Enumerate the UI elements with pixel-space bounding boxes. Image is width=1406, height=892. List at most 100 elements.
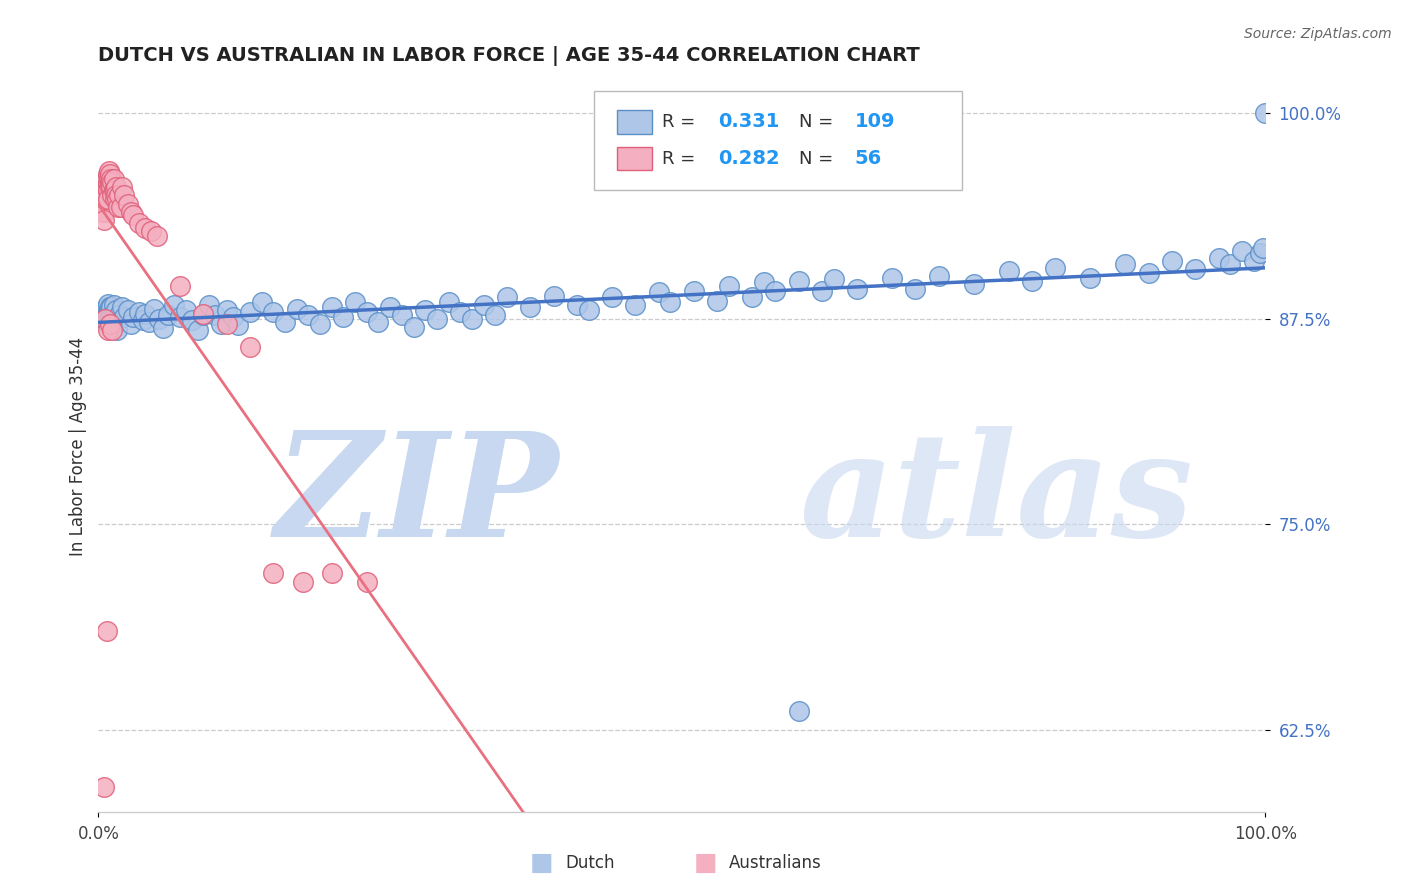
Point [239, 340, 262, 354]
Text: Australians: Australians [728, 854, 821, 871]
Point [117, 303, 139, 318]
Point [297, 309, 319, 323]
Point [193, 307, 215, 321]
Point [215, 317, 238, 331]
Point [1184, 262, 1206, 277]
Point [565, 298, 588, 312]
Point [146, 229, 169, 244]
Point [787, 274, 810, 288]
Point [93, 188, 115, 202]
Point [98, 167, 121, 181]
Text: 0.331: 0.331 [718, 112, 779, 131]
Point [647, 285, 669, 300]
Point [103, 172, 125, 186]
Point [823, 272, 845, 286]
Point [132, 313, 155, 327]
Point [215, 303, 238, 318]
Point [100, 172, 122, 186]
Point [134, 221, 156, 235]
Point [93, 180, 115, 194]
Point [496, 290, 519, 304]
Point [98, 180, 121, 194]
Point [100, 307, 122, 321]
Point [291, 574, 314, 589]
Point [97, 310, 120, 324]
Point [100, 300, 122, 314]
Point [105, 192, 128, 206]
Point [997, 264, 1019, 278]
Point [1045, 260, 1067, 275]
Point [94, 311, 117, 326]
Point [193, 309, 215, 323]
Point [578, 303, 600, 318]
Point [402, 319, 425, 334]
Point [101, 323, 124, 337]
Point [93, 196, 115, 211]
Point [117, 196, 139, 211]
Point [321, 300, 343, 314]
Point [94, 185, 117, 199]
Point [108, 188, 131, 202]
Point [128, 216, 150, 230]
Point [239, 305, 262, 319]
Text: DUTCH VS AUSTRALIAN IN LABOR FORCE | AGE 35-44 CORRELATION CHART: DUTCH VS AUSTRALIAN IN LABOR FORCE | AGE… [98, 45, 920, 66]
Point [96, 307, 118, 321]
Point [93, 204, 115, 219]
Point [928, 268, 950, 283]
Point [93, 311, 115, 326]
Point [309, 317, 332, 331]
Point [1021, 274, 1043, 288]
Text: 56: 56 [855, 149, 882, 168]
Text: atlas: atlas [799, 426, 1192, 568]
Point [97, 317, 120, 331]
Point [98, 311, 121, 326]
Point [93, 303, 115, 318]
Point [111, 300, 134, 314]
Point [108, 309, 131, 323]
Point [97, 309, 120, 323]
Point [97, 297, 120, 311]
FancyBboxPatch shape [617, 147, 651, 170]
Point [111, 180, 134, 194]
Point [332, 310, 354, 324]
Point [1219, 257, 1241, 271]
Point [717, 278, 740, 293]
Text: ZIP: ZIP [276, 426, 560, 568]
Point [187, 323, 209, 337]
Point [103, 305, 125, 319]
Point [169, 278, 191, 293]
Point [101, 310, 124, 324]
Point [104, 310, 127, 324]
Point [96, 624, 118, 638]
Point [101, 188, 124, 202]
Point [1208, 251, 1230, 265]
Point [1251, 241, 1274, 255]
Point [198, 298, 221, 312]
Point [97, 177, 120, 191]
Point [139, 225, 162, 239]
Point [1080, 270, 1102, 285]
Point [138, 315, 160, 329]
Point [391, 309, 413, 323]
Point [752, 276, 775, 290]
Point [96, 300, 118, 314]
Point [94, 192, 117, 206]
Point [163, 298, 186, 312]
Point [97, 172, 120, 186]
Point [104, 192, 127, 206]
Point [103, 298, 125, 312]
Point [105, 323, 128, 337]
Point [682, 284, 704, 298]
Point [437, 295, 460, 310]
Point [169, 310, 191, 324]
Point [157, 309, 180, 323]
Point [174, 303, 197, 318]
Point [143, 301, 166, 316]
Point [962, 277, 984, 291]
Point [1249, 245, 1271, 260]
Point [122, 310, 145, 324]
Point [1243, 254, 1265, 268]
Point [1230, 244, 1253, 259]
Point [356, 305, 378, 319]
Point [1254, 106, 1277, 120]
